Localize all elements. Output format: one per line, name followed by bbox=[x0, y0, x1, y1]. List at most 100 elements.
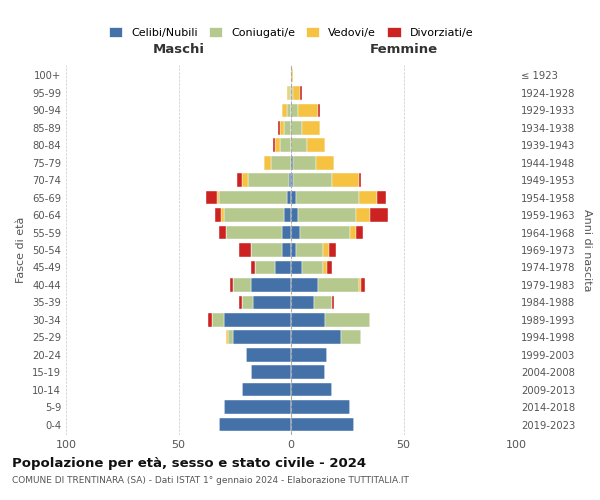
Bar bbox=[291, 121, 302, 134]
Bar bbox=[349, 226, 356, 239]
Bar bbox=[359, 174, 361, 187]
Bar bbox=[246, 348, 291, 362]
Bar bbox=[219, 418, 291, 432]
Bar bbox=[316, 156, 334, 170]
Bar bbox=[212, 313, 223, 326]
Bar bbox=[287, 191, 291, 204]
Text: Maschi: Maschi bbox=[152, 44, 205, 57]
Bar bbox=[280, 121, 284, 134]
Bar bbox=[359, 278, 361, 291]
Bar bbox=[307, 138, 325, 152]
Bar bbox=[280, 138, 291, 152]
Bar bbox=[251, 243, 282, 257]
Bar bbox=[314, 296, 331, 309]
Bar bbox=[291, 68, 293, 82]
Bar bbox=[284, 208, 291, 222]
Bar bbox=[217, 191, 219, 204]
Bar bbox=[293, 156, 316, 170]
Text: COMUNE DI TRENTINARA (SA) - Dati ISTAT 1° gennaio 2024 - Elaborazione TUTTITALIA: COMUNE DI TRENTINARA (SA) - Dati ISTAT 1… bbox=[12, 476, 409, 485]
Bar bbox=[296, 191, 359, 204]
Bar bbox=[329, 243, 336, 257]
Bar bbox=[291, 138, 307, 152]
Bar bbox=[318, 104, 320, 117]
Bar bbox=[219, 191, 287, 204]
Bar bbox=[291, 174, 293, 187]
Bar bbox=[323, 260, 327, 274]
Legend: Celibi/Nubili, Coniugati/e, Vedovi/e, Divorziati/e: Celibi/Nubili, Coniugati/e, Vedovi/e, Di… bbox=[104, 22, 478, 42]
Bar bbox=[370, 208, 388, 222]
Y-axis label: Anni di nascita: Anni di nascita bbox=[582, 209, 592, 291]
Bar bbox=[226, 226, 282, 239]
Bar bbox=[239, 296, 241, 309]
Bar bbox=[282, 226, 291, 239]
Bar bbox=[253, 296, 291, 309]
Bar bbox=[287, 86, 289, 100]
Bar bbox=[226, 330, 228, 344]
Bar bbox=[221, 208, 223, 222]
Bar bbox=[300, 86, 302, 100]
Bar bbox=[323, 243, 329, 257]
Bar bbox=[300, 226, 349, 239]
Y-axis label: Fasce di età: Fasce di età bbox=[16, 217, 26, 283]
Bar bbox=[291, 348, 327, 362]
Bar bbox=[296, 243, 323, 257]
Bar bbox=[356, 208, 370, 222]
Bar bbox=[341, 330, 361, 344]
Bar bbox=[291, 278, 318, 291]
Bar bbox=[291, 383, 331, 396]
Bar bbox=[291, 330, 341, 344]
Bar bbox=[251, 366, 291, 379]
Bar bbox=[291, 313, 325, 326]
Bar bbox=[291, 418, 354, 432]
Bar bbox=[219, 226, 226, 239]
Bar bbox=[287, 104, 291, 117]
Bar bbox=[271, 156, 291, 170]
Bar bbox=[291, 208, 298, 222]
Bar bbox=[228, 330, 233, 344]
Bar bbox=[302, 260, 323, 274]
Bar bbox=[230, 278, 233, 291]
Bar bbox=[282, 243, 291, 257]
Bar bbox=[248, 174, 289, 187]
Bar bbox=[273, 138, 275, 152]
Bar bbox=[291, 156, 293, 170]
Bar bbox=[233, 278, 251, 291]
Bar bbox=[241, 296, 253, 309]
Bar bbox=[241, 383, 291, 396]
Bar bbox=[264, 156, 271, 170]
Bar bbox=[275, 260, 291, 274]
Bar bbox=[289, 174, 291, 187]
Bar bbox=[291, 260, 302, 274]
Bar bbox=[223, 208, 284, 222]
Bar bbox=[239, 243, 251, 257]
Bar bbox=[291, 104, 298, 117]
Bar bbox=[284, 121, 291, 134]
Bar bbox=[275, 138, 280, 152]
Bar bbox=[251, 260, 255, 274]
Bar bbox=[233, 330, 291, 344]
Bar bbox=[377, 191, 386, 204]
Bar bbox=[293, 86, 300, 100]
Bar bbox=[331, 296, 334, 309]
Bar bbox=[289, 86, 291, 100]
Bar bbox=[223, 313, 291, 326]
Bar bbox=[237, 174, 241, 187]
Bar bbox=[327, 260, 331, 274]
Bar bbox=[302, 121, 320, 134]
Bar bbox=[208, 313, 212, 326]
Bar bbox=[291, 366, 325, 379]
Bar bbox=[291, 226, 300, 239]
Bar bbox=[361, 278, 365, 291]
Bar bbox=[293, 174, 331, 187]
Bar bbox=[241, 174, 248, 187]
Bar bbox=[291, 191, 296, 204]
Bar bbox=[298, 104, 318, 117]
Bar bbox=[325, 313, 370, 326]
Bar bbox=[291, 400, 349, 414]
Text: Femmine: Femmine bbox=[370, 44, 437, 57]
Bar bbox=[356, 226, 363, 239]
Bar bbox=[291, 243, 296, 257]
Bar bbox=[331, 174, 359, 187]
Bar bbox=[215, 208, 221, 222]
Bar bbox=[298, 208, 356, 222]
